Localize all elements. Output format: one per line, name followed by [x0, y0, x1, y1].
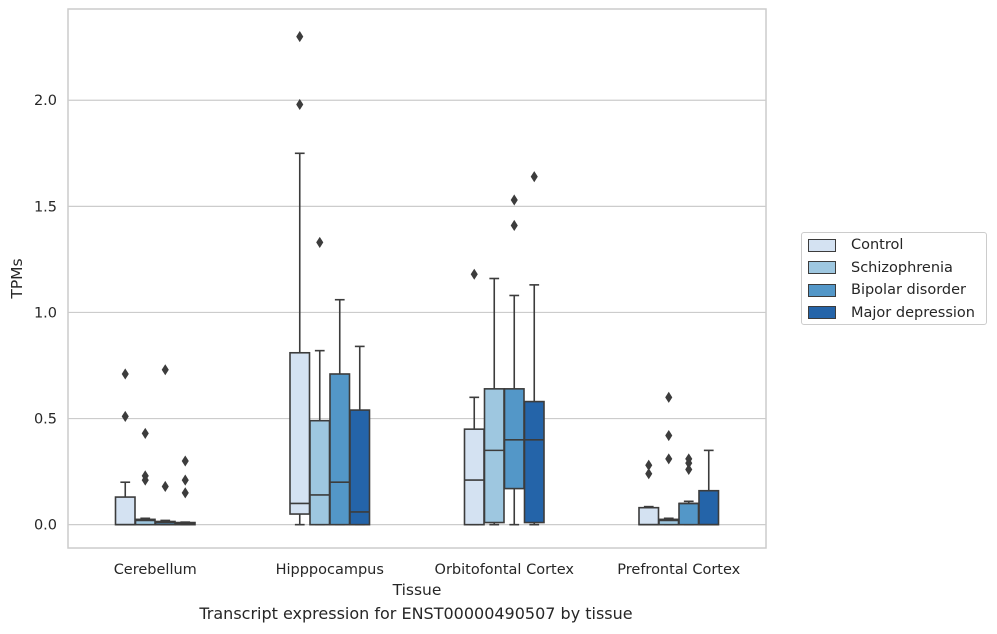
legend-swatch	[808, 283, 836, 297]
outlier-point	[665, 429, 673, 442]
outlier-point	[296, 31, 304, 43]
legend: Control Schizophrenia Bipolar disorder Majo…	[801, 232, 987, 325]
outlier-point	[665, 453, 673, 465]
box-2-3	[523, 171, 545, 526]
legend-label: Schizophrenia	[851, 259, 953, 276]
plot-frame	[67, 8, 767, 549]
box-rect	[523, 400, 545, 524]
legend-item: Bipolar disorder	[808, 280, 966, 300]
y-tick-label: 0.0	[34, 518, 57, 534]
box-rect	[289, 351, 311, 515]
y-tick-labels: 0.0 0.5 1.0 1.5 2.0	[34, 93, 57, 533]
grid-lines	[68, 99, 766, 526]
outlier-point	[161, 480, 169, 493]
outlier-point	[665, 391, 673, 403]
legend-label: Bipolar disorder	[851, 282, 966, 298]
outlier-point	[141, 474, 149, 486]
y-tick-label: 1.5	[34, 199, 57, 215]
outlier-point	[161, 364, 169, 376]
x-tick-labels: Cerebellum Hipppocampus Orbitofontal Corte…	[114, 562, 741, 578]
legend-item: Major depression	[808, 303, 975, 323]
outlier-point	[685, 463, 693, 476]
box-0-0	[114, 368, 136, 526]
legend-swatch	[808, 261, 836, 274]
box-0-3	[174, 455, 196, 526]
outlier-point	[470, 268, 478, 280]
legend-swatch	[808, 238, 836, 252]
box-rect	[329, 373, 351, 526]
box-rect	[349, 409, 371, 526]
x-tick-label: Prefrontal Cortex	[617, 562, 740, 578]
box-1-1	[309, 236, 331, 526]
outlier-point	[530, 171, 538, 183]
outlier-point	[141, 427, 149, 439]
y-tick-label: 1.0	[34, 305, 57, 321]
legend-label: Control	[851, 237, 904, 253]
box-groups	[114, 31, 720, 526]
box-rect	[463, 428, 485, 526]
box-0-1	[134, 427, 156, 526]
box-2-2	[503, 194, 525, 526]
outlier-point	[645, 468, 653, 480]
outlier-point	[510, 194, 518, 206]
x-axis-title: Tissue	[392, 581, 442, 599]
y-axis-title: TPMs	[8, 258, 26, 299]
outlier-point	[181, 455, 189, 467]
box-3-1	[658, 391, 680, 526]
x-tick-label: Cerebellum	[114, 562, 197, 578]
box-3-2	[678, 453, 700, 526]
legend-label: Major depression	[851, 304, 975, 321]
outlier-point	[121, 368, 129, 380]
box-rect	[638, 506, 660, 526]
box-2-1	[483, 277, 505, 526]
y-tick-label: 2.0	[34, 93, 57, 109]
box-3-3	[698, 449, 720, 526]
x-tick-label: Orbitofontal Cortex	[435, 562, 575, 578]
outlier-point	[510, 219, 518, 232]
legend-swatch	[808, 306, 836, 319]
box-1-0	[289, 31, 311, 526]
box-3-0	[638, 459, 660, 526]
legend-item: Schizophrenia	[808, 258, 953, 278]
box-2-0	[463, 268, 485, 526]
x-tick-label: Hipppocampus	[276, 562, 384, 578]
box-1-3	[349, 345, 371, 526]
outlier-point	[316, 236, 324, 248]
y-tick-label: 0.5	[34, 412, 57, 428]
box-rect	[678, 502, 700, 526]
box-rect	[114, 496, 136, 526]
box-rect	[309, 419, 331, 526]
box-rect	[483, 388, 505, 524]
outlier-point	[181, 474, 189, 486]
box-1-2	[329, 298, 351, 526]
box-0-2	[154, 364, 176, 526]
outlier-point	[296, 98, 304, 111]
box-rect	[698, 489, 720, 526]
chart-caption: Transcript expression for ENST0000049050…	[199, 604, 633, 623]
legend-item: Control	[808, 235, 903, 255]
outlier-point	[121, 410, 129, 422]
box-rect	[503, 388, 525, 490]
outlier-point	[181, 487, 189, 499]
